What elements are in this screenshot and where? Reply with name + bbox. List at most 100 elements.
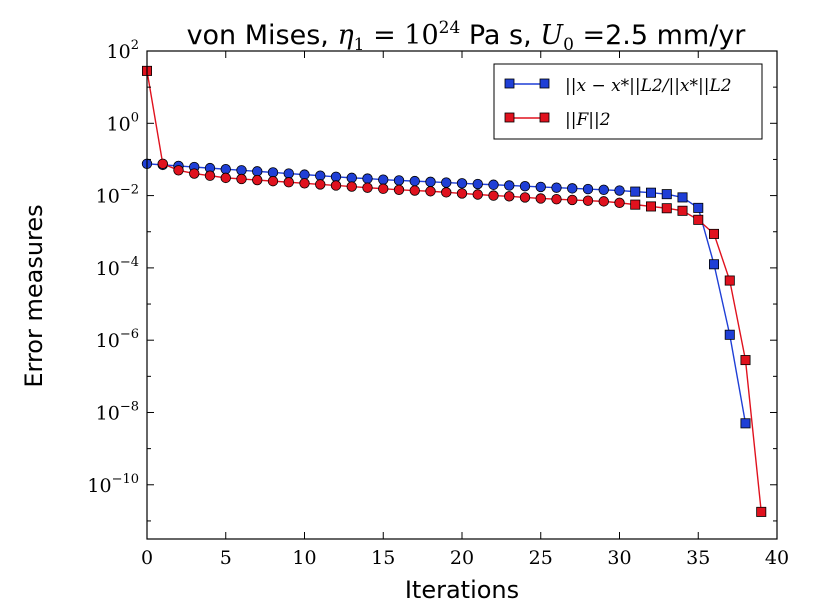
data-point-relative-error (740, 418, 751, 429)
y-tick-label: 10−8 (96, 399, 139, 424)
x-tick-label: 20 (450, 547, 474, 569)
data-point-residual-norm (677, 205, 688, 216)
data-point-relative-error (551, 182, 562, 193)
data-point-residual-norm (204, 170, 216, 181)
data-point-residual-norm (709, 228, 720, 239)
data-point-residual-norm (267, 175, 279, 187)
data-point-relative-error (283, 168, 294, 179)
data-point-residual-norm (646, 201, 657, 212)
data-point-relative-error (315, 170, 326, 181)
x-tick-label: 0 (141, 547, 153, 569)
legend-marker-relative-error (504, 78, 515, 89)
data-point-residual-norm (519, 192, 531, 203)
y-tick-label: 102 (107, 38, 139, 63)
y-tick-label: 10−2 (96, 183, 139, 208)
data-point-relative-error (677, 192, 688, 203)
data-point-relative-error (661, 189, 672, 200)
y-tick-label: 10−10 (87, 472, 139, 497)
data-point-residual-norm (630, 199, 641, 210)
data-point-residual-norm (315, 179, 326, 190)
data-point-relative-error (220, 164, 231, 175)
y-tick-label: 10−4 (96, 255, 139, 280)
data-point-relative-error (488, 179, 499, 190)
series-line-residual-norm (146, 70, 762, 512)
data-point-relative-error (535, 181, 546, 193)
data-point-residual-norm (488, 190, 499, 201)
y-tick-label: 10−6 (96, 327, 139, 352)
data-point-relative-error (362, 173, 373, 184)
series-layer (141, 65, 767, 517)
data-point-residual-norm (504, 191, 515, 202)
data-point-residual-norm (724, 275, 735, 286)
data-point-residual-norm (756, 506, 767, 517)
data-point-residual-norm (330, 180, 342, 191)
x-axis-label: Iterations (405, 576, 519, 604)
chart-title: von Mises, η1 = 1024 Pa s, U0 =2.5 mm/yr (187, 18, 747, 55)
x-tick-label: 30 (607, 547, 631, 569)
data-point-relative-error (646, 187, 657, 198)
data-point-relative-error (330, 171, 342, 182)
data-point-relative-error (709, 259, 720, 270)
data-point-relative-error (409, 175, 420, 187)
data-point-relative-error (346, 172, 357, 184)
data-point-relative-error (393, 175, 405, 186)
legend-label-relative-error: ||x − x*||L2/||x*||L2 (565, 76, 732, 96)
legend-marker-residual-norm-end (539, 112, 550, 123)
data-point-relative-error (441, 177, 452, 188)
data-point-residual-norm (661, 203, 672, 214)
legend-box (493, 63, 763, 140)
data-point-relative-error (456, 178, 468, 189)
data-point-residual-norm (693, 214, 704, 225)
data-point-relative-error (630, 186, 641, 197)
plot-frame (146, 50, 778, 540)
data-point-residual-norm (409, 185, 420, 196)
data-point-residual-norm (614, 197, 625, 209)
data-point-residual-norm (283, 177, 294, 188)
data-point-relative-error (299, 169, 310, 180)
data-point-residual-norm (425, 186, 436, 197)
data-point-relative-error (598, 184, 609, 196)
data-point-residual-norm (362, 182, 373, 193)
data-point-relative-error (693, 202, 704, 213)
x-tick-label: 25 (529, 547, 553, 569)
data-point-relative-error (614, 185, 625, 196)
data-point-residual-norm (299, 178, 310, 189)
data-point-residual-norm (441, 187, 452, 198)
data-point-residual-norm (582, 195, 594, 206)
legend-label-residual-norm: ||F||2 (565, 110, 611, 130)
data-point-residual-norm (740, 355, 751, 366)
x-tick-label: 35 (686, 547, 710, 569)
data-point-relative-error (519, 180, 531, 192)
y-tick-label: 100 (107, 110, 139, 135)
data-point-relative-error (582, 183, 594, 195)
data-point-relative-error (472, 178, 483, 190)
x-tick-label: 10 (292, 547, 316, 569)
data-point-residual-norm (157, 158, 168, 169)
data-point-residual-norm (378, 183, 389, 194)
data-point-residual-norm (535, 193, 546, 204)
data-point-relative-error (504, 180, 515, 191)
data-point-relative-error (252, 166, 263, 177)
x-tick-label: 15 (371, 547, 395, 569)
data-point-residual-norm (252, 174, 263, 186)
data-point-residual-norm (567, 194, 578, 206)
legend-entry-residual-norm: ||F||2 (504, 110, 611, 130)
legend-entry-relative-error: ||x − x*||L2/||x*||L2 (504, 76, 732, 96)
legend-marker-residual-norm (504, 112, 515, 123)
data-point-residual-norm (472, 189, 483, 200)
data-point-residual-norm (456, 188, 468, 199)
legend: ||x − x*||L2/||x*||L2 ||F||2 (493, 63, 763, 140)
legend-marker-relative-error-end (539, 78, 550, 89)
data-point-residual-norm (173, 165, 184, 176)
data-point-residual-norm (393, 184, 405, 196)
data-point-residual-norm (346, 181, 357, 192)
data-point-residual-norm (598, 196, 609, 207)
y-axis-label: Error measures (20, 204, 48, 387)
data-point-relative-error (236, 165, 247, 176)
data-point-relative-error (378, 174, 389, 185)
data-point-residual-norm (189, 168, 200, 179)
tick-layer: 0 5 10 15 20 25 30 35 40 102 100 10−2 10−4 10−6 10−8 10… (87, 38, 789, 569)
data-point-relative-error (425, 176, 436, 188)
data-point-residual-norm (236, 173, 247, 185)
data-point-residual-norm (220, 172, 231, 184)
